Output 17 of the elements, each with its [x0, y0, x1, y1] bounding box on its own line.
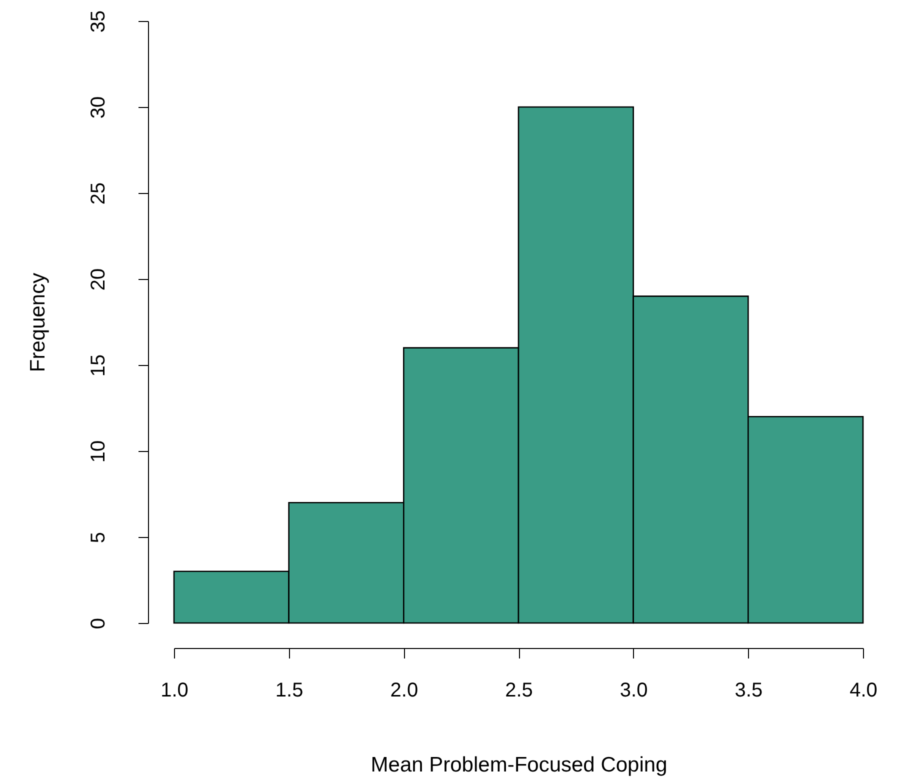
x-tick-label: 3.0: [620, 680, 648, 702]
x-tick-label: 4.0: [850, 680, 878, 702]
y-tick-label: 0: [88, 618, 110, 630]
y-axis-title: Frequency: [26, 272, 50, 372]
y-tick-label: 15: [88, 354, 110, 377]
x-tick-label: 1.5: [275, 680, 304, 702]
y-tick-label: 10: [88, 440, 110, 463]
x-tick-label: 2.0: [390, 680, 418, 702]
x-tick-label: 1.0: [160, 680, 188, 702]
y-tick-label: 20: [88, 268, 110, 291]
y-tick-label: 25: [88, 182, 110, 205]
y-tick-label: 5: [88, 532, 110, 544]
x-axis-title: Mean Problem-Focused Coping: [370, 754, 668, 776]
y-tick-label: 30: [88, 96, 110, 119]
x-tick-label: 2.5: [505, 680, 533, 702]
x-tick-label: 3.5: [734, 680, 763, 702]
y-tick-label: 35: [88, 10, 110, 33]
